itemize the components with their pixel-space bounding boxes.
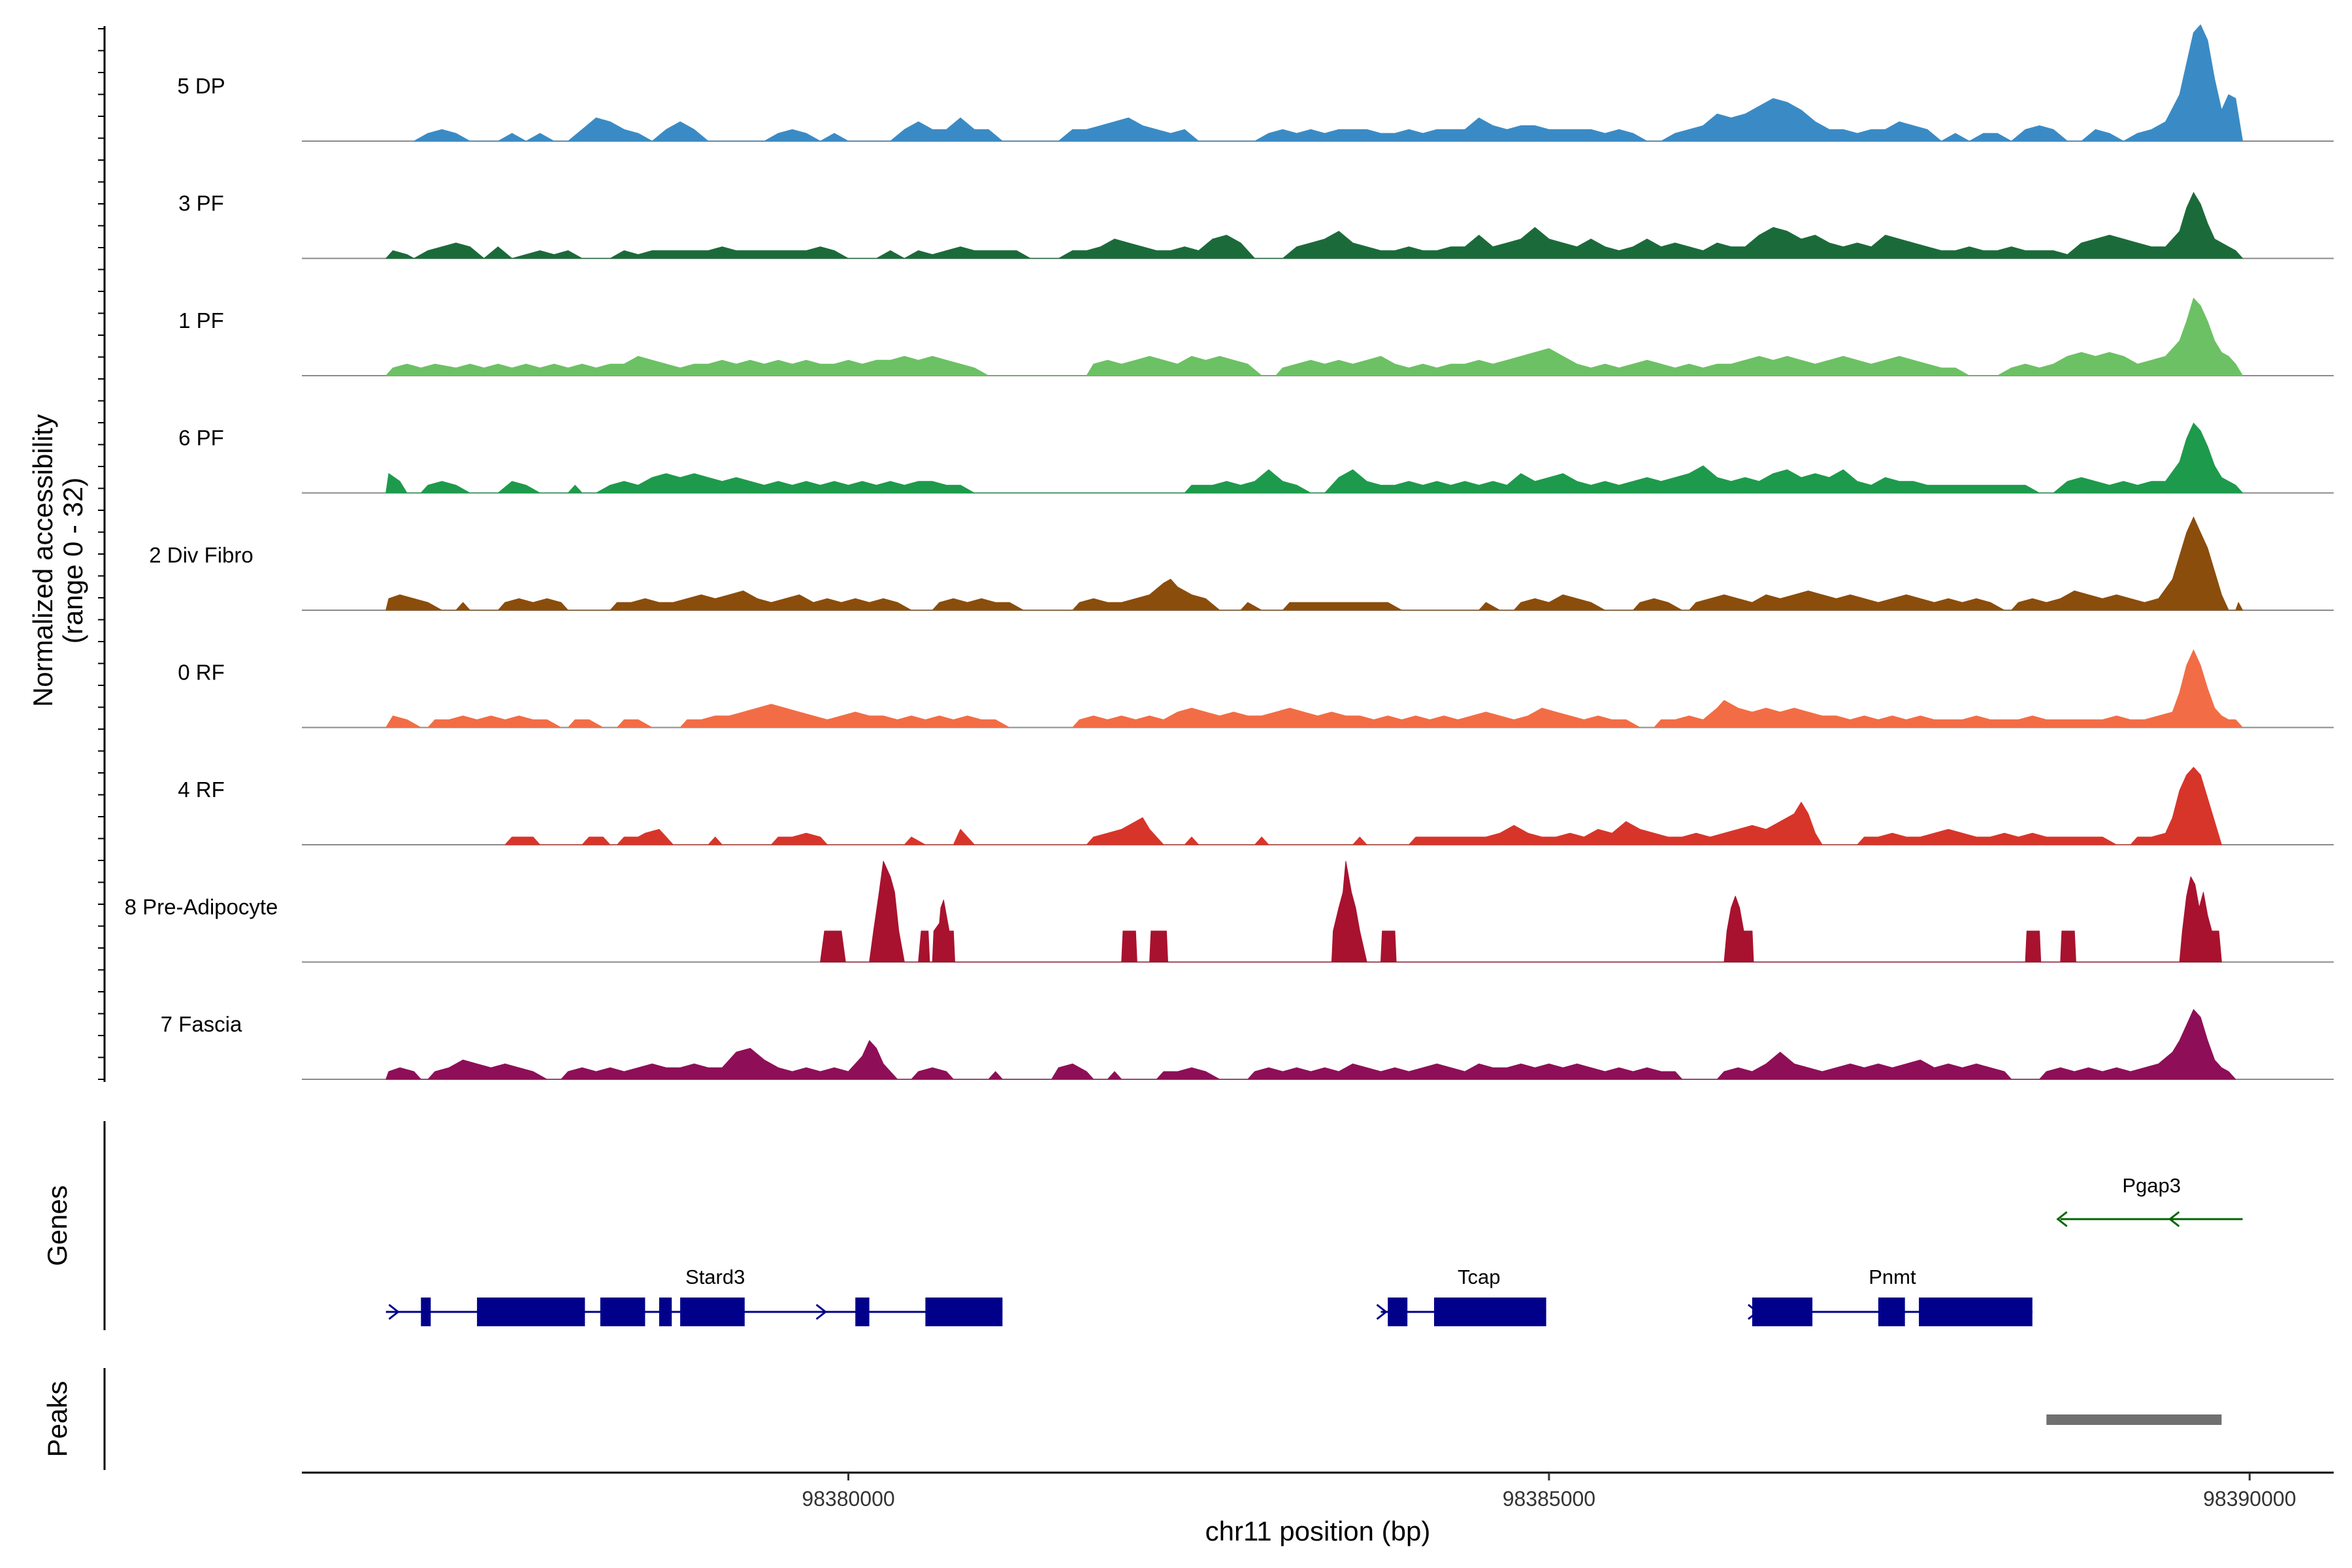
gene-label: Tcap [1458,1266,1500,1288]
gene-exon [680,1298,745,1326]
track-label: 6 PF [178,426,224,450]
track-4-rf: 4 RF [178,766,2334,845]
peaks-panel: Peaks [42,1368,2222,1470]
track-6-pf: 6 PF [178,423,2334,494]
track-1-pf: 1 PF [178,297,2334,376]
x-tick-label: 98390000 [2203,1487,2296,1511]
track-2-div-fibro: 2 Div Fibro [149,517,2334,611]
gene-exon [659,1298,672,1326]
strand-arrow-icon [815,1303,828,1320]
track-label: 8 Pre-Adipocyte [125,895,278,919]
track-label: 3 PF [178,191,224,216]
accessibility-y-axis [98,26,106,1082]
gene-models: Stard3 Tcap Pnmt Pgap3 [385,1174,2243,1326]
gene-exon [421,1298,431,1326]
genes-panel-title: Genes [42,1185,73,1266]
peak-region [2046,1414,2222,1425]
accessibility-area [385,1009,2236,1080]
strand-arrow-icon [2056,1211,2068,1228]
track-label: 2 Div Fibro [149,543,253,567]
accessibility-area [820,860,2222,962]
accessibility-tracks: 5 DP 3 PF 1 PF 6 PF 2 Div Fibro 0 RF 4 RF 8 Pre… [125,24,2334,1080]
gene-exon [1752,1298,1813,1326]
y-axis-title-line1: Normalized accessibility [27,414,58,707]
accessibility-area [385,423,2244,493]
strand-arrow-icon [1376,1303,1388,1320]
accessibility-area [385,192,2244,259]
accessibility-area [414,24,2244,142]
x-tick-label: 98385000 [1503,1487,1595,1511]
peak-regions [2046,1414,2222,1425]
strand-arrow-icon [1747,1303,1759,1320]
gene-exon [1878,1298,1905,1326]
x-axis-ticks: 98380000 98385000 98390000 [802,1473,2296,1511]
gene-exon [1388,1298,1408,1326]
strand-arrow-icon [388,1303,400,1320]
peaks-panel-title: Peaks [42,1381,73,1458]
gene-exon [600,1298,645,1326]
gene-exon [925,1298,1003,1326]
track-label: 7 Fascia [161,1012,242,1036]
gene-exon [477,1298,585,1326]
gene-label: Pnmt [1869,1266,1916,1288]
track-8-pre-adipocyte: 8 Pre-Adipocyte [125,860,2334,963]
accessibility-area [385,297,2244,376]
track-3-pf: 3 PF [178,191,2334,259]
gene-tcap: Tcap [1376,1266,1546,1326]
gene-pnmt: Pnmt [1747,1266,2033,1326]
gene-pgap3: Pgap3 [2056,1174,2243,1228]
accessibility-area [385,517,2244,611]
track-7-fascia: 7 Fascia [161,1009,2334,1080]
gene-exon [1919,1298,2033,1326]
x-axis: 98380000 98385000 98390000 chr11 position … [302,1471,2334,1546]
gene-label: Stard3 [685,1266,745,1288]
track-label: 4 RF [178,777,225,802]
y-axis-title-line2: (range 0 - 32) [57,478,88,644]
track-0-rf: 0 RF [178,649,2334,728]
x-axis-title: chr11 position (bp) [1205,1516,1431,1546]
gene-exon [1434,1298,1546,1326]
track-label: 0 RF [178,661,225,685]
gene-stard3: Stard3 [385,1266,1003,1326]
accessibility-area [385,649,2244,728]
track-label: 1 PF [178,308,224,333]
x-tick-label: 98380000 [802,1487,894,1511]
genes-panel: Genes Stard3 Tcap Pnmt Pgap3 [42,1121,2243,1330]
accessibility-area [504,766,2222,845]
strand-arrow-icon [2168,1211,2180,1228]
gene-label: Pgap3 [2122,1174,2181,1197]
gene-exon [855,1298,870,1326]
track-label: 5 DP [177,74,225,98]
track-5-dp: 5 DP [177,24,2334,142]
